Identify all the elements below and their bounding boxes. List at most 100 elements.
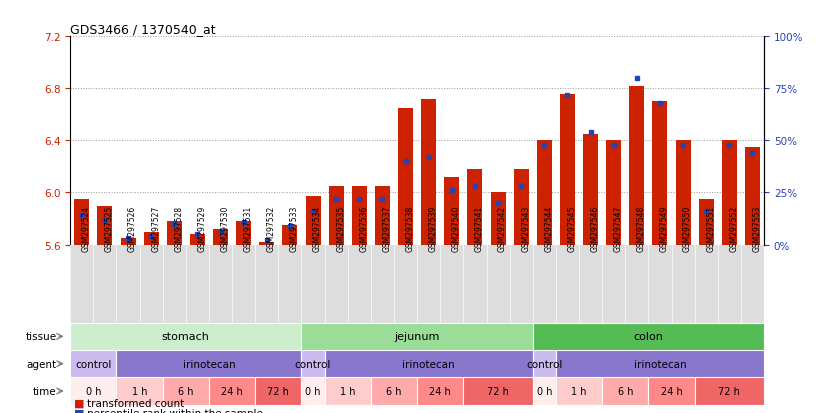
Text: 72 h: 72 h xyxy=(487,386,509,396)
Text: 1 h: 1 h xyxy=(572,386,586,396)
Bar xyxy=(491,193,506,245)
Text: GDS3466 / 1370540_at: GDS3466 / 1370540_at xyxy=(70,23,216,36)
Bar xyxy=(301,350,325,377)
Text: GSM297551: GSM297551 xyxy=(706,205,715,251)
Text: GSM297524: GSM297524 xyxy=(82,205,91,251)
Text: 24 h: 24 h xyxy=(221,386,243,396)
Bar xyxy=(325,350,533,377)
Text: GSM297544: GSM297544 xyxy=(544,205,553,251)
Text: irinotecan: irinotecan xyxy=(183,359,235,369)
Text: 6 h: 6 h xyxy=(178,386,193,396)
Bar xyxy=(537,141,552,245)
Text: control: control xyxy=(75,359,112,369)
Bar xyxy=(213,229,228,245)
Text: 6 h: 6 h xyxy=(387,386,401,396)
Bar xyxy=(695,377,764,405)
Text: stomach: stomach xyxy=(162,332,210,342)
Bar xyxy=(325,377,371,405)
Bar xyxy=(371,377,417,405)
Bar xyxy=(259,242,274,245)
Bar xyxy=(745,147,760,245)
Bar xyxy=(514,170,529,245)
Text: colon: colon xyxy=(634,332,663,342)
Text: control: control xyxy=(295,359,331,369)
Text: GSM297528: GSM297528 xyxy=(174,205,183,251)
Bar xyxy=(648,377,695,405)
Bar xyxy=(676,141,691,245)
Bar xyxy=(209,377,255,405)
Bar xyxy=(190,235,205,245)
Bar xyxy=(699,199,714,245)
Bar xyxy=(121,238,135,245)
Bar xyxy=(556,377,602,405)
Text: GSM297527: GSM297527 xyxy=(151,205,160,251)
Text: control: control xyxy=(526,359,563,369)
Text: tissue: tissue xyxy=(26,332,56,342)
Text: GSM297540: GSM297540 xyxy=(452,205,461,251)
Bar xyxy=(606,141,621,245)
Bar xyxy=(282,225,297,245)
Text: GSM297532: GSM297532 xyxy=(267,205,276,251)
Bar xyxy=(329,187,344,245)
Text: GSM297539: GSM297539 xyxy=(429,205,438,251)
Text: GSM297531: GSM297531 xyxy=(244,205,253,251)
Text: GSM297534: GSM297534 xyxy=(313,205,322,251)
Text: GSM297542: GSM297542 xyxy=(498,205,507,251)
Text: 0 h: 0 h xyxy=(537,386,552,396)
Text: GSM297549: GSM297549 xyxy=(660,205,669,251)
Bar xyxy=(722,141,737,245)
Text: transformed count: transformed count xyxy=(87,398,184,408)
Bar xyxy=(352,187,367,245)
Text: time: time xyxy=(33,386,56,396)
Bar xyxy=(375,187,390,245)
Text: GSM297547: GSM297547 xyxy=(614,205,623,251)
Bar xyxy=(301,323,533,350)
Text: ■: ■ xyxy=(74,398,85,408)
Bar xyxy=(602,377,648,405)
Bar xyxy=(116,377,163,405)
Bar xyxy=(583,135,598,245)
Bar xyxy=(236,222,251,245)
Text: irinotecan: irinotecan xyxy=(634,359,686,369)
Text: GSM297550: GSM297550 xyxy=(683,205,692,251)
Bar xyxy=(163,377,209,405)
Bar xyxy=(301,377,325,405)
Bar xyxy=(144,232,159,245)
Bar xyxy=(533,323,764,350)
Bar xyxy=(463,377,533,405)
Text: 1 h: 1 h xyxy=(340,386,355,396)
Bar xyxy=(533,377,556,405)
Bar xyxy=(167,222,182,245)
Text: GSM297526: GSM297526 xyxy=(128,205,137,251)
Text: agent: agent xyxy=(26,359,56,369)
Text: 0 h: 0 h xyxy=(86,386,101,396)
Text: GSM297543: GSM297543 xyxy=(521,205,530,251)
Bar xyxy=(629,87,644,245)
Bar xyxy=(468,170,482,245)
Text: jejunum: jejunum xyxy=(395,332,439,342)
Text: GSM297530: GSM297530 xyxy=(221,205,230,251)
Bar xyxy=(97,206,112,245)
Text: GSM297529: GSM297529 xyxy=(197,205,206,251)
Bar xyxy=(70,350,116,377)
Text: 72 h: 72 h xyxy=(719,386,740,396)
Text: ■: ■ xyxy=(74,408,85,413)
Bar xyxy=(116,350,301,377)
Bar xyxy=(560,94,575,245)
Text: 0 h: 0 h xyxy=(306,386,320,396)
Text: irinotecan: irinotecan xyxy=(402,359,455,369)
Text: GSM297535: GSM297535 xyxy=(336,205,345,251)
Bar xyxy=(306,197,320,245)
Text: 72 h: 72 h xyxy=(268,386,289,396)
Text: GSM297533: GSM297533 xyxy=(290,205,299,251)
Bar xyxy=(417,377,463,405)
Text: GSM297538: GSM297538 xyxy=(406,205,415,251)
Bar xyxy=(556,350,764,377)
Bar xyxy=(70,377,116,405)
Text: GSM297545: GSM297545 xyxy=(567,205,577,251)
Text: GSM297552: GSM297552 xyxy=(729,205,738,251)
Bar xyxy=(421,100,436,245)
Bar xyxy=(70,323,301,350)
Text: 24 h: 24 h xyxy=(430,386,451,396)
Text: 1 h: 1 h xyxy=(132,386,147,396)
